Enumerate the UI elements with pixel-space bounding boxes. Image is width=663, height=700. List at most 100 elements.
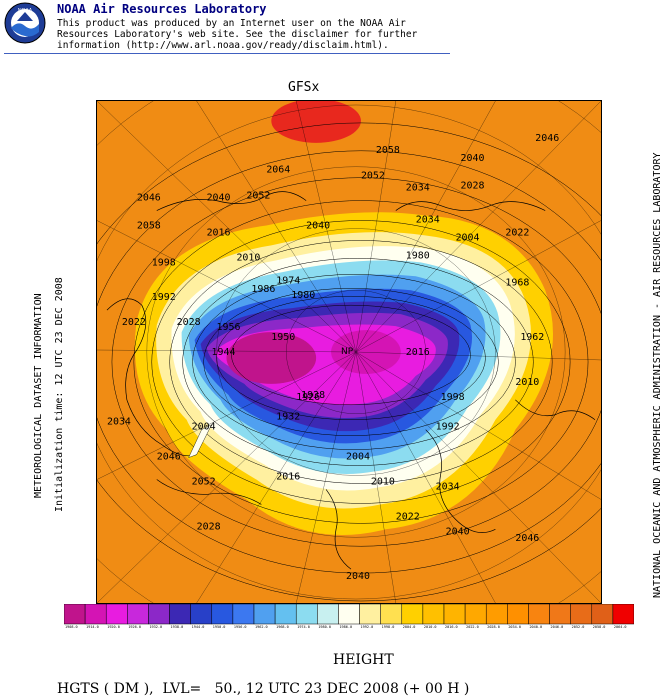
dataset-info-label: METEOROLOGICAL DATASET INFORMATION — [33, 293, 44, 498]
contour-label: 1944 — [212, 347, 236, 358]
contour-label: 1998 — [441, 392, 465, 403]
colorbar-tick-label: 1992.0 — [361, 625, 374, 628]
contour-label: 2010 — [236, 252, 260, 263]
contour-label: 2016 — [276, 471, 300, 482]
colorbar-tick-label: 1980.0 — [318, 625, 331, 628]
contour-label: 2046 — [157, 452, 181, 463]
colorbar-swatch — [359, 604, 381, 625]
colorbar-tick-label: 2016.0 — [445, 625, 458, 628]
colorbar-swatch — [211, 604, 234, 625]
colorbar-tick-label: 1998.0 — [382, 625, 395, 628]
contour-label: 2046 — [137, 193, 161, 204]
contour-label: 2046 — [535, 133, 559, 144]
colorbar-tick-label: 1968.0 — [276, 625, 289, 628]
contour-label: 1980 — [291, 290, 315, 301]
colorbar-tick-label: 2052.0 — [572, 625, 585, 628]
colorbar-tick-label: 1914.0 — [86, 625, 99, 628]
colorbar-tick-label: 1986.0 — [339, 625, 352, 628]
contours — [97, 122, 601, 602]
contour-label: 2040 — [461, 153, 485, 164]
contour-label: 2040 — [446, 526, 470, 537]
contour-label: 1992 — [152, 292, 176, 303]
colorbar-tick-label: 2040.0 — [529, 625, 542, 628]
contour-label: 2034 — [436, 481, 460, 492]
colorbar-swatch — [591, 604, 614, 625]
colorbar-tick-label: 1920.0 — [107, 625, 120, 628]
contour-label: 2004 — [346, 452, 370, 463]
bottom-line: HGTS ( DM ), LVL= 50., 12 UTC 23 DEC 200… — [57, 681, 470, 697]
map-title: GFSx — [288, 80, 320, 95]
contour-label: 1926 — [296, 392, 320, 403]
colorbar-tick-label: 2064.0 — [614, 625, 627, 628]
colorbar-tick-label: 1938.0 — [171, 625, 184, 628]
logo-text: NOAA — [18, 8, 33, 14]
colorbar-tick-label: 1926.0 — [128, 625, 141, 628]
contour-label: 2052 — [361, 171, 385, 182]
colorbar-tick-label: 2022.0 — [466, 625, 479, 628]
contour-label: 2022 — [122, 317, 146, 328]
colorbar-swatch — [338, 604, 360, 625]
colorbar-swatch — [148, 604, 170, 625]
org-name: NOAA Air Resources Laboratory — [57, 2, 267, 16]
contour-label: 1962 — [520, 332, 544, 343]
colorbar-tick-label: 2010.0 — [424, 625, 437, 628]
contour-label: 1956 — [217, 322, 241, 333]
contour-label: 1992 — [436, 422, 460, 433]
colorbar-tick-label: 1974.0 — [297, 625, 310, 628]
noaa-logo: NOAA — [4, 2, 46, 44]
colorbar-swatch — [253, 604, 276, 625]
colorbar-swatch — [549, 604, 571, 625]
contour-label: 1998 — [152, 257, 176, 268]
high-cell — [271, 101, 361, 143]
colorbar-swatch — [295, 604, 318, 625]
colorbar-swatch — [485, 604, 508, 625]
colorbar-tick-label: 2058.0 — [593, 625, 606, 628]
contour-label: 2022 — [505, 227, 529, 238]
contour-label: 2034 — [107, 417, 131, 428]
caption: HEIGHT — [333, 652, 394, 668]
contour-label: 2004 — [456, 232, 480, 243]
contour-label: 2016 — [207, 227, 231, 238]
colorbar-swatch — [380, 604, 403, 625]
pole-label: NP — [341, 347, 354, 357]
contour-label: 2010 — [371, 476, 395, 487]
colorbar-swatch — [169, 604, 191, 625]
colorbar-swatch — [507, 604, 529, 625]
contour-label: 1938 — [301, 390, 325, 401]
contour-label: 1974 — [276, 275, 300, 286]
colorbar-swatch — [105, 604, 128, 625]
contour-label: 2058 — [376, 145, 400, 156]
contour-label: 2004 — [192, 422, 216, 433]
disclaimer-line-3: information (http://www.arl.noaa.gov/rea… — [57, 40, 389, 51]
colorbar-swatch — [401, 604, 424, 625]
contour-label: 1968 — [505, 277, 529, 288]
contour-label: 1932 — [276, 412, 300, 423]
initialization-time-label: Initialization time: 12 UTC 23 DEC 2008 — [54, 277, 65, 512]
low-core — [226, 332, 317, 384]
greenland-marker — [188, 424, 212, 458]
contour-label: 2064 — [266, 165, 290, 176]
colorbar-swatch — [422, 604, 445, 625]
colorbar-tick-label: 1956.0 — [234, 625, 247, 628]
colorbar-swatch — [464, 604, 487, 625]
contour-label: 2040 — [346, 571, 370, 582]
coastlines — [106, 191, 596, 570]
colorbar-tick-label: 1908.0 — [65, 625, 78, 628]
contour-label: 2052 — [192, 476, 216, 487]
header-divider — [4, 53, 450, 54]
colorbar: 1908.0 1914.0 1920.0 1926.0 1932.0 1938.0 1944… — [64, 604, 634, 628]
contour-label: 1980 — [406, 250, 430, 261]
contour-label: 2022 — [396, 511, 420, 522]
contour-label: 2052 — [246, 191, 270, 202]
colorbar-tick-label: 1962.0 — [255, 625, 268, 628]
colorbar-tick-label: 2004.0 — [403, 625, 416, 628]
np-core — [331, 330, 401, 374]
colorbar-swatch — [317, 604, 339, 625]
colorbar-swatch — [232, 604, 255, 625]
agency-label: NATIONAL OCEANIC AND ATMOSPHERIC ADMINIS… — [652, 152, 663, 598]
contour-labels: 2046 2058 2064 2040 2052 2034 2028 2046 2040 2058… — [107, 133, 559, 582]
colorbar-swatch — [84, 604, 107, 625]
contour-label: 2058 — [137, 220, 161, 231]
contour-label: 2028 — [197, 521, 221, 532]
contour-label: 2034 — [406, 183, 430, 194]
